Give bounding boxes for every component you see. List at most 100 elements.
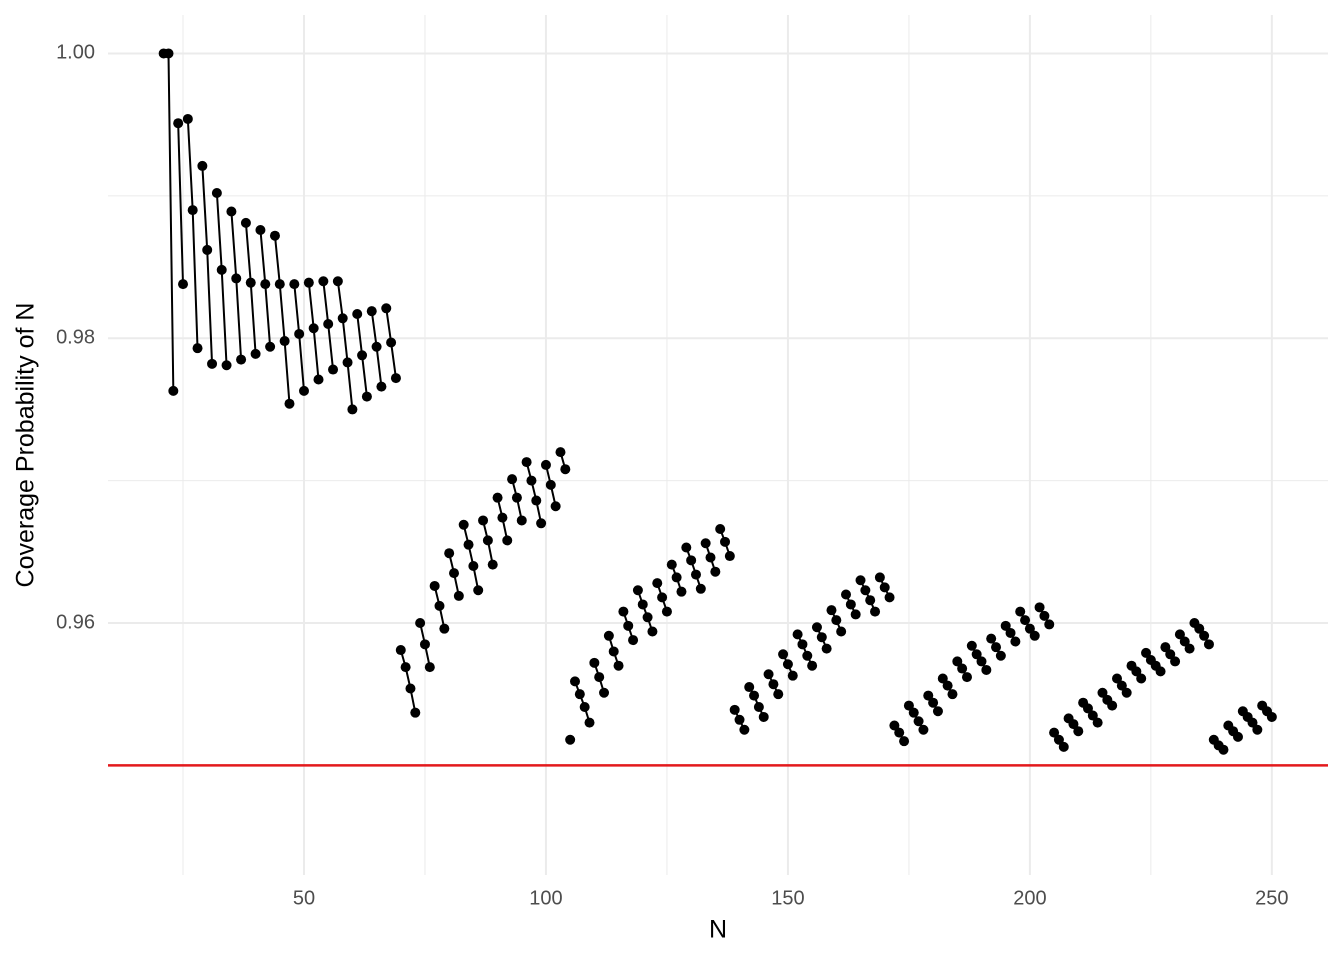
line [215,192,228,366]
point [337,313,348,324]
x-tick-label: 250 [1255,887,1288,909]
point [366,306,377,317]
point [787,670,798,681]
x-tick-label: 200 [1013,887,1046,909]
point [715,524,726,535]
point [482,535,493,546]
point [318,276,329,287]
point [1092,717,1103,728]
point [894,727,905,738]
point [763,669,774,680]
point [952,656,963,667]
point [579,701,590,712]
point [845,599,856,610]
point [700,538,711,549]
point [1116,680,1127,691]
point [269,230,280,241]
point [1058,741,1069,752]
point [1010,636,1021,647]
point [298,385,309,396]
point [550,501,561,512]
point [739,724,750,735]
point [555,447,566,458]
point [536,518,547,529]
point [807,660,818,671]
point [594,672,605,683]
point [599,687,610,698]
point [957,663,968,674]
point [778,649,789,660]
point [419,639,430,650]
point [439,623,450,634]
point [507,474,518,485]
point [961,672,972,683]
point [1053,734,1064,745]
point [429,580,440,591]
point [986,633,997,644]
point [497,512,508,523]
line [525,461,543,524]
point [1179,636,1190,647]
line [636,589,654,632]
point [303,277,314,288]
point [323,318,334,329]
point [981,664,992,675]
point [178,279,189,290]
point [1073,726,1084,737]
point [313,374,324,385]
point [1266,711,1277,722]
point [903,700,914,711]
point [690,569,701,580]
point [841,589,852,600]
line [462,524,480,591]
point [308,323,319,334]
point [376,381,387,392]
point [1015,606,1026,617]
point [666,559,677,570]
line [399,649,417,713]
point [753,701,764,712]
point [932,706,943,717]
point [424,662,435,673]
point [749,690,760,701]
point [226,206,237,217]
point [202,244,213,255]
point [526,475,537,486]
point [1049,727,1060,738]
point [584,717,595,728]
point [1121,687,1132,698]
point [768,679,779,690]
point [255,225,266,235]
line [163,52,175,391]
point [468,561,479,572]
point [410,707,421,718]
point [1199,630,1210,641]
point [279,336,290,347]
line [186,118,199,349]
point [1024,623,1035,634]
point [1087,710,1098,721]
point [782,659,793,670]
point [816,632,827,643]
point [860,585,871,596]
point [168,385,179,396]
point [381,303,392,314]
point [657,592,668,603]
point [545,479,556,490]
x-tick-label: 150 [771,887,804,909]
point [676,586,687,597]
point [661,606,672,617]
point [850,609,861,620]
line [336,281,354,410]
point [1232,731,1243,742]
point [332,276,343,287]
line [796,633,814,667]
point [197,160,208,171]
point [918,724,929,735]
point [695,583,706,594]
point [1107,700,1118,711]
line [574,681,591,723]
x-axis-title: N [709,916,727,944]
point [294,328,305,339]
point [855,575,866,586]
